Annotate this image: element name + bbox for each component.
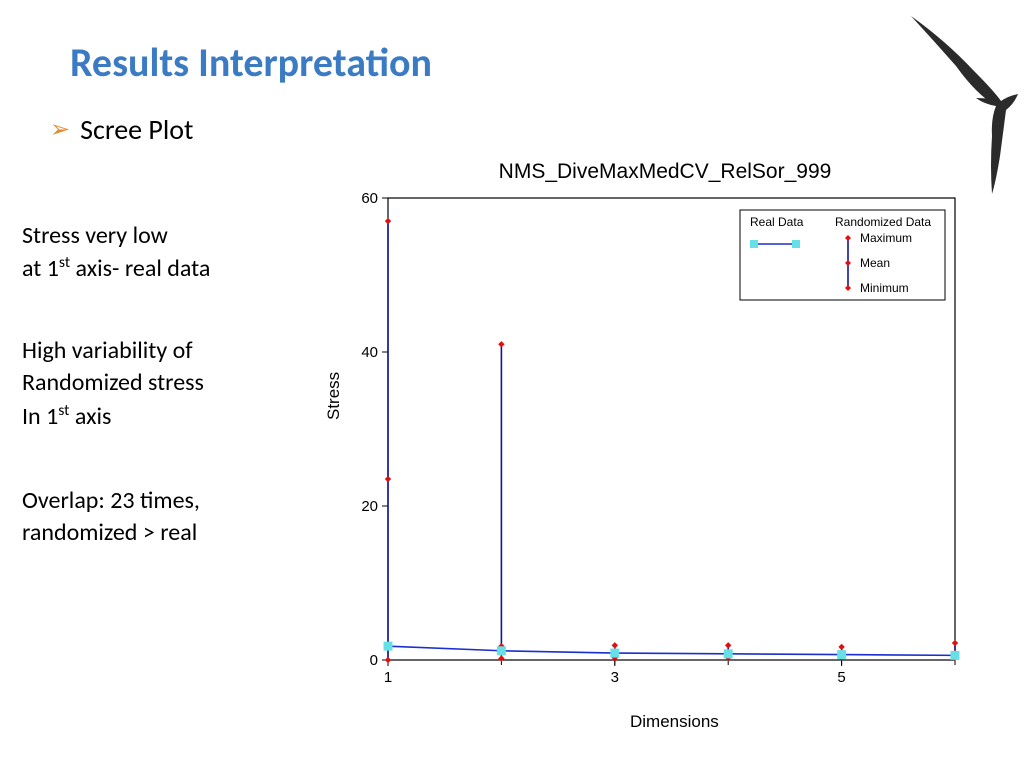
p2-line3a: In 1 [22, 402, 58, 431]
chart-canvas: 0 20 40 60 1 3 5 Real Data Randomized Data Maximu… [330, 190, 970, 730]
paragraph-1: Stress very low at 1st axis- real data [22, 220, 210, 286]
p1-line2a: at 1 [22, 254, 59, 283]
svg-text:Randomized Data: Randomized Data [835, 215, 931, 229]
slide-title: Results Interpretation [70, 38, 432, 87]
chevron-right-icon: ➢ [50, 115, 70, 144]
x-axis-label: Dimensions [630, 712, 719, 732]
svg-text:0: 0 [370, 652, 378, 669]
p1-line1: Stress very low [22, 221, 168, 250]
svg-text:Real Data: Real Data [750, 215, 804, 229]
bullet-row: ➢ Scree Plot [50, 112, 193, 147]
bullet-label: Scree Plot [80, 112, 193, 147]
p2-line1: High variability of [22, 336, 193, 365]
p2-line2: Randomized stress [22, 368, 204, 397]
chart-title: NMS_DiveMaxMedCV_RelSor_999 [330, 160, 1000, 184]
svg-text:Minimum: Minimum [860, 281, 909, 295]
svg-text:1: 1 [384, 669, 392, 686]
svg-text:Mean: Mean [860, 256, 890, 270]
svg-text:3: 3 [611, 669, 619, 686]
p1-sup: st [59, 253, 70, 272]
scree-plot-chart: NMS_DiveMaxMedCV_RelSor_999 0 20 40 60 1 3 5 Re… [330, 160, 1000, 740]
p3-line1: Overlap: 23 times, [22, 486, 200, 515]
svg-text:40: 40 [361, 344, 378, 361]
p2-line3b: axis [69, 402, 111, 431]
svg-text:20: 20 [361, 498, 378, 515]
svg-text:Maximum: Maximum [860, 231, 912, 245]
p3-line2: randomized > real [22, 518, 197, 547]
paragraph-3: Overlap: 23 times, randomized > real [22, 485, 200, 550]
svg-text:5: 5 [837, 669, 845, 686]
paragraph-2: High variability of Randomized stress In… [22, 335, 204, 433]
svg-text:60: 60 [361, 190, 378, 207]
p2-sup: st [58, 401, 69, 420]
p1-line2b: axis- real data [70, 254, 210, 283]
y-axis-label: Stress [324, 372, 344, 420]
